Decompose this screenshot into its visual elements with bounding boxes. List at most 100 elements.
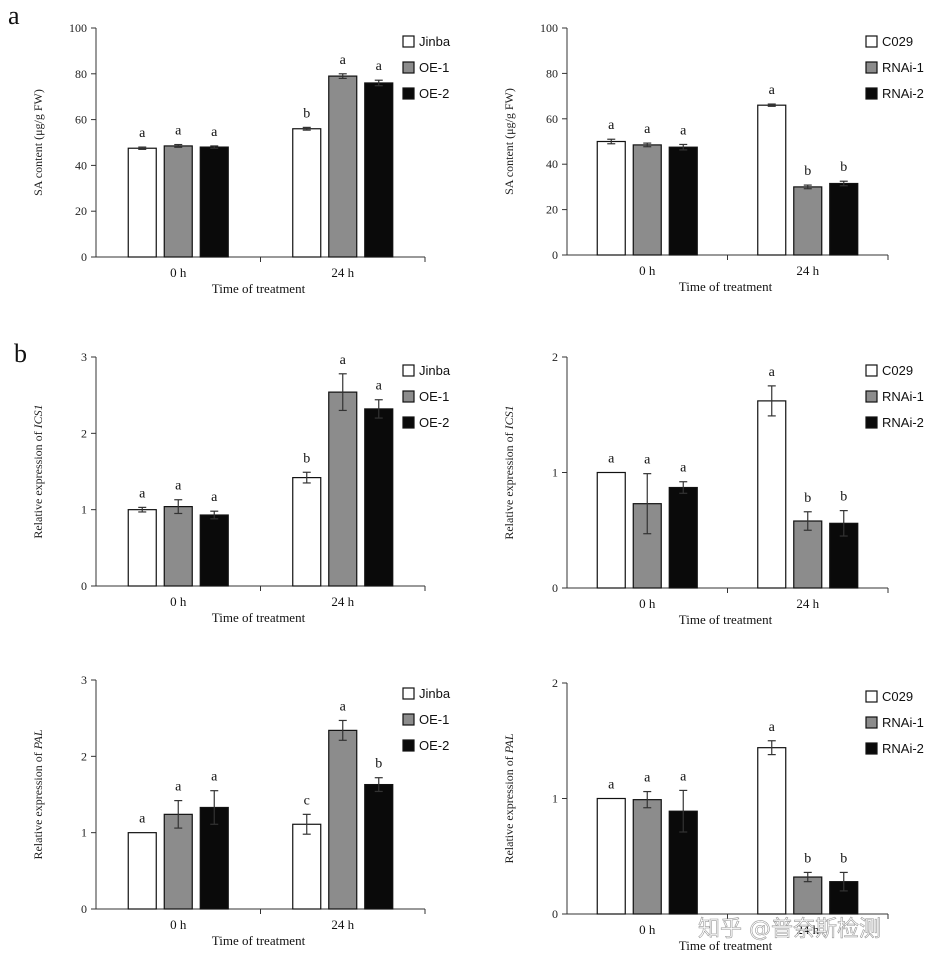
- chart-2: 0 20 40 60 80 100 0 h 24 h Time of treatment SA c…: [502, 21, 924, 294]
- bar: [127, 832, 157, 910]
- significance-letter: a: [211, 125, 218, 140]
- significance-letter: b: [804, 164, 811, 179]
- bar: [127, 509, 157, 587]
- y-tick-label: 40: [75, 158, 87, 172]
- y-tick-label: 20: [546, 203, 558, 217]
- y-tick-label: 0: [81, 579, 87, 593]
- chart-6: 0 1 2 0 h 24 h Time of treatment Relative expr…: [502, 676, 924, 953]
- legend-label: RNAi-1: [882, 60, 924, 75]
- y-tick-label: 60: [75, 113, 87, 127]
- significance-letter: a: [376, 59, 383, 74]
- legend-label: OE-1: [419, 60, 449, 75]
- bar: [364, 783, 394, 910]
- x-category-label: 0 h: [170, 265, 187, 280]
- y-tick-label: 2: [552, 676, 558, 690]
- significance-letter: a: [769, 720, 776, 735]
- bar: [163, 506, 193, 587]
- legend-label: C029: [882, 363, 913, 378]
- significance-letter: a: [644, 122, 651, 137]
- legend-swatch: [402, 61, 415, 74]
- y-tick-label: 1: [552, 792, 558, 806]
- legend-label: Jinba: [419, 34, 451, 49]
- legend-swatch: [402, 687, 415, 700]
- x-category-label: 0 h: [639, 922, 656, 937]
- chart-3: 0 1 2 3 0 h 24 h Time of treatment Relative exp…: [31, 350, 451, 625]
- significance-letter: a: [340, 53, 347, 68]
- y-tick-label: 60: [546, 112, 558, 126]
- x-axis-title: Time of treatment: [679, 938, 773, 953]
- y-tick-label: 0: [552, 581, 558, 595]
- significance-letter: a: [680, 461, 687, 476]
- legend-swatch: [402, 87, 415, 100]
- legend-swatch: [865, 690, 878, 703]
- significance-letter: b: [303, 451, 310, 466]
- y-axis-title: Relative expression of ICS1: [502, 405, 516, 539]
- bar: [163, 813, 193, 910]
- legend-label: C029: [882, 34, 913, 49]
- y-tick-label: 40: [546, 157, 558, 171]
- legend-swatch: [865, 35, 878, 48]
- bar: [668, 146, 698, 256]
- legend-label: C029: [882, 689, 913, 704]
- legend-swatch: [865, 742, 878, 755]
- x-category-label: 24 h: [796, 263, 819, 278]
- bar: [596, 140, 626, 256]
- legend-swatch: [402, 739, 415, 752]
- bar: [668, 486, 698, 589]
- legend-label: RNAi-2: [882, 86, 924, 101]
- bar: [328, 391, 358, 587]
- y-tick-label: 2: [81, 426, 87, 440]
- significance-letter: a: [340, 353, 347, 368]
- significance-letter: a: [608, 452, 615, 467]
- x-axis-title: Time of treatment: [212, 281, 306, 296]
- legend-label: OE-2: [419, 738, 449, 753]
- x-category-label: 0 h: [170, 594, 187, 609]
- panel-letter-b: b: [14, 339, 27, 368]
- significance-letter: a: [680, 123, 687, 138]
- watermark-text: 知乎 @普奈斯检测: [698, 917, 881, 942]
- y-tick-label: 100: [69, 21, 87, 35]
- y-tick-label: 80: [546, 66, 558, 80]
- y-tick-label: 0: [552, 907, 558, 921]
- significance-letter: a: [175, 479, 182, 494]
- significance-letter: a: [211, 490, 218, 505]
- bar: [632, 144, 662, 256]
- significance-letter: a: [340, 699, 347, 714]
- y-axis-title-gene: ICS1: [502, 405, 516, 430]
- legend-swatch: [402, 416, 415, 429]
- significance-letter: c: [304, 793, 310, 808]
- legend-swatch: [865, 87, 878, 100]
- y-tick-label: 0: [81, 902, 87, 916]
- y-tick-label: 20: [75, 204, 87, 218]
- y-axis-title-gene: PAL: [502, 733, 516, 754]
- y-tick-label: 80: [75, 67, 87, 81]
- x-category-label: 24 h: [796, 922, 819, 937]
- bar: [632, 799, 662, 915]
- x-category-label: 0 h: [639, 596, 656, 611]
- y-axis-title-prefix: Relative expression of: [31, 428, 45, 538]
- significance-letter: b: [303, 106, 310, 121]
- bar: [757, 747, 787, 915]
- y-axis-title: Relative expression of ICS1: [31, 404, 45, 538]
- y-tick-label: 1: [552, 466, 558, 480]
- legend-label: OE-1: [419, 712, 449, 727]
- y-tick-label: 0: [81, 250, 87, 264]
- bar: [364, 82, 394, 258]
- bar: [328, 729, 358, 910]
- significance-letter: a: [175, 780, 182, 795]
- y-tick-label: 3: [81, 673, 87, 687]
- bar: [596, 797, 626, 915]
- significance-letter: a: [139, 486, 146, 501]
- legend-swatch: [865, 390, 878, 403]
- significance-letter: b: [804, 851, 811, 866]
- chart-1: 0 20 40 60 80 100 0 h 24 h Time of treatment SA c…: [31, 21, 451, 296]
- significance-letter: b: [375, 757, 382, 772]
- y-axis-title: Relative expression of PAL: [502, 733, 516, 863]
- significance-letter: a: [139, 812, 146, 827]
- legend-label: RNAi-2: [882, 415, 924, 430]
- legend-label: Jinba: [419, 686, 451, 701]
- bar: [292, 477, 322, 587]
- significance-letter: a: [680, 769, 687, 784]
- y-axis-title: SA content (μg/g FW): [31, 89, 45, 196]
